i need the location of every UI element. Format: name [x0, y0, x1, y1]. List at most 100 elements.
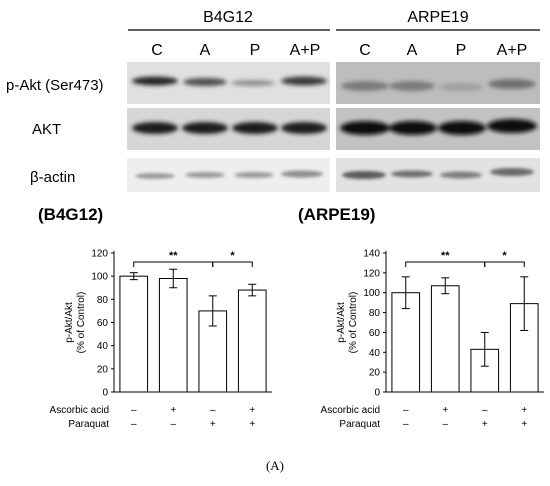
condition-mark-arpe19-1-1: – [442, 419, 448, 430]
condition-mark-arpe19-1-0: – [403, 419, 409, 430]
bar-arpe19-C [391, 292, 421, 393]
band-actin-arpe19-a [391, 170, 433, 178]
error-bar-arpe19-A+P [520, 276, 529, 331]
error-bar-arpe19-P [480, 331, 489, 367]
significance-label-arpe19-0: ** [441, 250, 450, 262]
band-pakt-arpe19-a [389, 81, 435, 91]
y-tick-label-arpe19-140: 140 [363, 249, 380, 260]
lane-label-b4g12-2: P [250, 42, 261, 59]
lane-label-b4g12-3: A+P [290, 42, 321, 59]
y-tick-label-b4g12-60: 60 [97, 318, 109, 329]
figure-caption: (A) [266, 458, 284, 473]
error-bar-arpe19-C [401, 276, 410, 310]
band-akt-b4g12-p [232, 122, 278, 134]
band-akt-arpe19-a [389, 121, 437, 135]
significance-bracket-arpe19-1 [484, 261, 525, 267]
band-pakt-b4g12-a [183, 78, 227, 86]
blot-title-arpe19: ARPE19 [407, 9, 468, 26]
significance-bracket-b4g12-0 [133, 261, 214, 267]
lane-label-arpe19-0: C [359, 42, 371, 59]
condition-label-b4g12-1: Paraquat [68, 419, 109, 430]
lane-label-b4g12-0: C [151, 42, 163, 59]
y-tick-label-b4g12-20: 20 [97, 364, 109, 375]
band-actin-b4g12-p [234, 172, 274, 178]
error-bar-b4g12-C [129, 272, 138, 281]
band-actin-arpe19-ap [490, 168, 534, 176]
y-axis-label-b4g12: p-Akt/Akt(% of Control) [64, 292, 87, 354]
condition-mark-arpe19-0-0: – [403, 405, 409, 416]
band-akt-arpe19-ap [487, 119, 537, 133]
condition-mark-arpe19-0-1: + [442, 405, 448, 416]
y-tick-label-b4g12-120: 120 [91, 249, 108, 260]
y-tick-label-arpe19-60: 60 [369, 328, 381, 339]
condition-mark-arpe19-1-2: + [482, 419, 488, 430]
row-label-pakt: p-Akt (Ser473) [6, 77, 104, 94]
y-tick-label-arpe19-40: 40 [369, 348, 381, 359]
band-akt-arpe19-p [438, 121, 486, 135]
band-actin-b4g12-a [185, 172, 225, 178]
band-pakt-arpe19-ap [488, 79, 536, 89]
band-actin-b4g12-ap [281, 170, 323, 178]
y-tick-label-arpe19-100: 100 [363, 288, 380, 299]
band-pakt-b4g12-p [231, 80, 275, 86]
condition-mark-arpe19-1-3: + [521, 419, 527, 430]
lane-label-arpe19-3: A+P [497, 42, 528, 59]
y-tick-label-arpe19-20: 20 [369, 368, 381, 379]
y-tick-label-b4g12-0: 0 [102, 388, 108, 399]
chart-title-b4g12: (B4G12) [38, 205, 103, 224]
band-akt-b4g12-ap [281, 122, 327, 134]
bar-b4g12-A [158, 277, 188, 393]
y-tick-label-arpe19-0: 0 [374, 388, 380, 399]
lane-label-b4g12-1: A [200, 42, 211, 59]
y-axis-label-arpe19: p-Akt/Akt(% of Control) [336, 292, 359, 354]
significance-label-b4g12-0: ** [169, 250, 178, 262]
condition-mark-b4g12-1-1: – [170, 419, 176, 430]
condition-label-arpe19-1: Paraquat [339, 419, 380, 430]
y-tick-label-arpe19-120: 120 [363, 268, 380, 279]
condition-mark-b4g12-0-0: – [131, 405, 137, 416]
condition-label-b4g12-0: Ascorbic acid [50, 405, 109, 416]
western-blot: B4G12 ARPE19 C A P A+P C A P A+P p-Akt (Ser473)… [6, 9, 540, 192]
lane-label-arpe19-2: P [456, 42, 467, 59]
significance-bracket-b4g12-1 [212, 261, 253, 267]
bar-b4g12-C [119, 275, 149, 393]
error-bar-b4g12-P [208, 295, 217, 327]
y-tick-label-arpe19-80: 80 [369, 308, 381, 319]
significance-label-b4g12-1: * [230, 250, 235, 262]
bar-b4g12-A+P [237, 289, 267, 393]
band-pakt-b4g12-ap [281, 76, 327, 86]
bar-chart-arpe19: (ARPE19) p-Akt/Akt(% of Control) 0 20 40 60 80… [298, 205, 544, 430]
condition-mark-b4g12-0-3: + [249, 405, 255, 416]
condition-mark-b4g12-0-1: + [170, 405, 176, 416]
error-bar-arpe19-A [441, 277, 450, 295]
band-actin-b4g12-c [135, 173, 175, 179]
band-actin-arpe19-c [342, 171, 386, 179]
band-pakt-b4g12-c [132, 76, 178, 86]
y-tick-label-b4g12-80: 80 [97, 295, 109, 306]
chart-title-arpe19: (ARPE19) [298, 205, 375, 224]
condition-mark-arpe19-0-2: – [482, 405, 488, 416]
band-pakt-arpe19-c [341, 81, 389, 91]
bar-chart-b4g12: (B4G12) p-Akt/Akt(% of Control) 0 20 40 60 80 1… [38, 205, 272, 430]
lane-label-arpe19-1: A [407, 42, 418, 59]
lane-labels: C A P A+P C A P A+P [151, 42, 527, 59]
band-akt-b4g12-c [132, 122, 178, 134]
condition-mark-b4g12-0-2: – [210, 405, 216, 416]
band-actin-arpe19-p [440, 171, 482, 179]
bar-arpe19-A [430, 285, 460, 393]
band-akt-arpe19-c [340, 121, 390, 135]
band-pakt-arpe19-p [438, 83, 484, 91]
error-bar-b4g12-A+P [248, 283, 257, 297]
condition-label-arpe19-0: Ascorbic acid [321, 405, 380, 416]
condition-mark-b4g12-1-3: + [249, 419, 255, 430]
significance-bracket-arpe19-0 [405, 261, 486, 267]
band-akt-b4g12-a [182, 122, 228, 134]
condition-mark-b4g12-1-2: + [210, 419, 216, 430]
blot-title-b4g12: B4G12 [203, 9, 253, 26]
row-label-akt: AKT [32, 121, 61, 138]
y-tick-label-b4g12-100: 100 [91, 272, 108, 283]
condition-mark-b4g12-1-0: – [131, 419, 137, 430]
condition-mark-arpe19-0-3: + [521, 405, 527, 416]
error-bar-b4g12-A [169, 268, 178, 289]
